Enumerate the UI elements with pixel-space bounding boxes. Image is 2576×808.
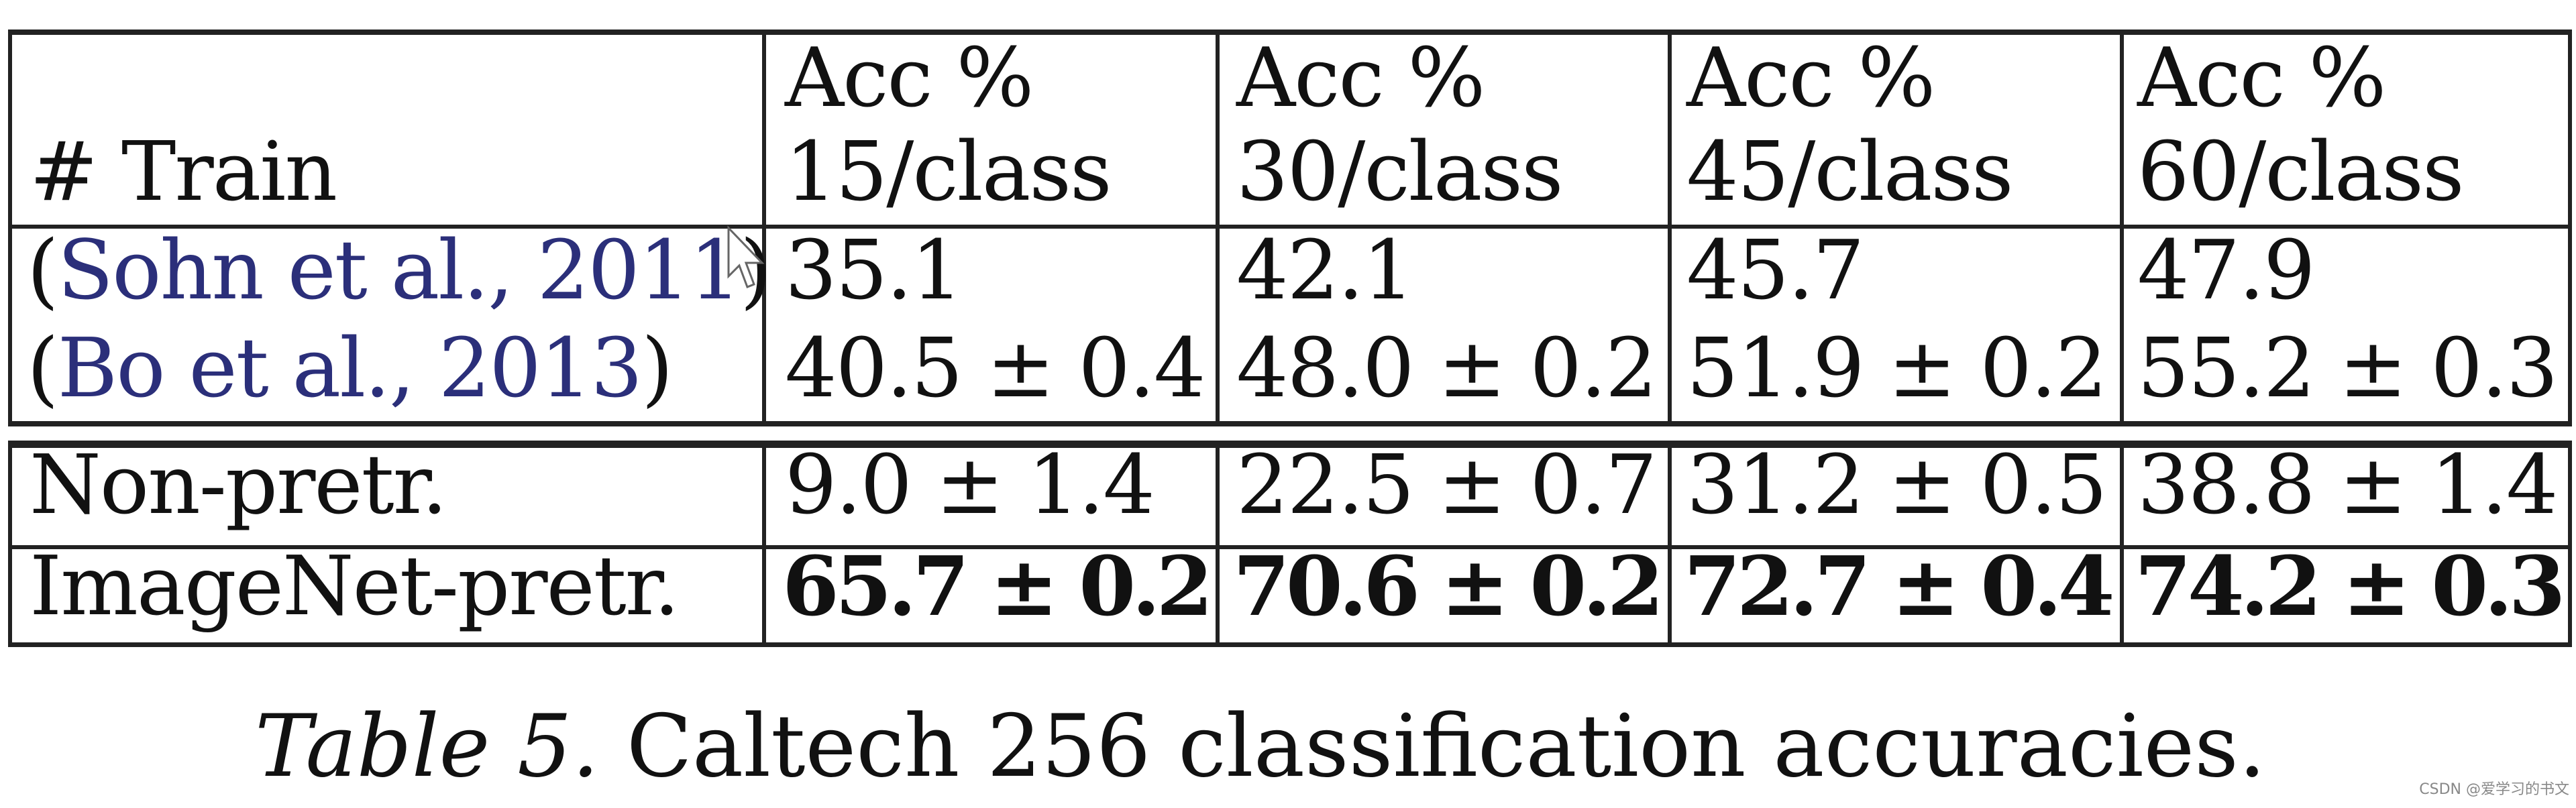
citation-link-bo-2013[interactable]: Bo et al., 2013 [57, 321, 643, 416]
header-col-1-line2: 15/class [785, 124, 1112, 219]
row-label-non-pretr: Non-pretr. [30, 437, 447, 532]
cell: 31.2 ± 0.5 [1686, 437, 2107, 532]
group2-top-rule [8, 441, 2572, 448]
col-rule [2568, 30, 2572, 426]
cell-bold: 72.7 ± 0.4 [1684, 538, 2115, 634]
col-rule [8, 30, 12, 426]
watermark: CSDN @爱学习的书文 [2419, 781, 2569, 798]
group1-bottom-rule [8, 421, 2572, 426]
header-col-3-line2: 45/class [1686, 124, 2014, 219]
mouse-pointer-icon [726, 225, 766, 295]
row-label-imagenet-pretr: ImageNet-pretr. [30, 538, 680, 634]
header-col-3-line1: Acc % [1686, 30, 1935, 125]
cell: 42.1 [1236, 223, 1415, 318]
col-rule [2120, 441, 2124, 647]
table-caption: Table 5. Caltech 256 classification accu… [255, 704, 2266, 790]
cell-bold: 70.6 ± 0.2 [1233, 538, 1664, 634]
header-row-label: # Train [30, 124, 337, 219]
col-rule [2568, 441, 2572, 647]
cell-bold: 74.2 ± 0.3 [2135, 538, 2566, 634]
col-rule [1668, 30, 1672, 426]
header-col-1-line1: Acc % [785, 30, 1034, 125]
header-col-4-line2: 60/class [2137, 124, 2465, 219]
row-rule [8, 545, 2572, 549]
col-rule [762, 30, 766, 426]
col-rule [1668, 441, 1672, 647]
row-label-bo: (Bo et al., 2013) [27, 321, 674, 416]
cell: 51.9 ± 0.2 [1686, 321, 2107, 416]
cell: 55.2 ± 0.3 [2137, 321, 2558, 416]
row-label-sohn: (Sohn et al., 2011) [27, 223, 772, 318]
citation-link-sohn-2011[interactable]: Sohn et al., 2011 [57, 223, 742, 318]
cell: 35.1 [785, 223, 963, 318]
table-bottom-rule [8, 642, 2572, 647]
header-col-4-line1: Acc % [2137, 30, 2386, 125]
cell: 47.9 [2137, 223, 2316, 318]
col-rule [2120, 30, 2124, 426]
col-rule [762, 441, 766, 647]
col-rule [1216, 30, 1220, 426]
cell: 22.5 ± 0.7 [1236, 437, 1657, 532]
caption-label: Table 5. [255, 697, 600, 797]
header-rule [8, 225, 2572, 229]
header-col-2-line2: 30/class [1236, 124, 1564, 219]
col-rule [8, 441, 12, 647]
cell: 40.5 ± 0.4 [785, 321, 1205, 416]
cell: 9.0 ± 1.4 [785, 437, 1155, 532]
cell: 48.0 ± 0.2 [1236, 321, 1657, 416]
cell: 38.8 ± 1.4 [2137, 437, 2558, 532]
table-top-rule [8, 30, 2572, 35]
col-rule [1216, 441, 1220, 647]
cell: 45.7 [1686, 223, 1865, 318]
caption-text: Caltech 256 classification accuracies. [626, 697, 2266, 797]
cell-bold: 65.7 ± 0.2 [782, 538, 1214, 634]
header-col-2-line1: Acc % [1236, 30, 1485, 125]
